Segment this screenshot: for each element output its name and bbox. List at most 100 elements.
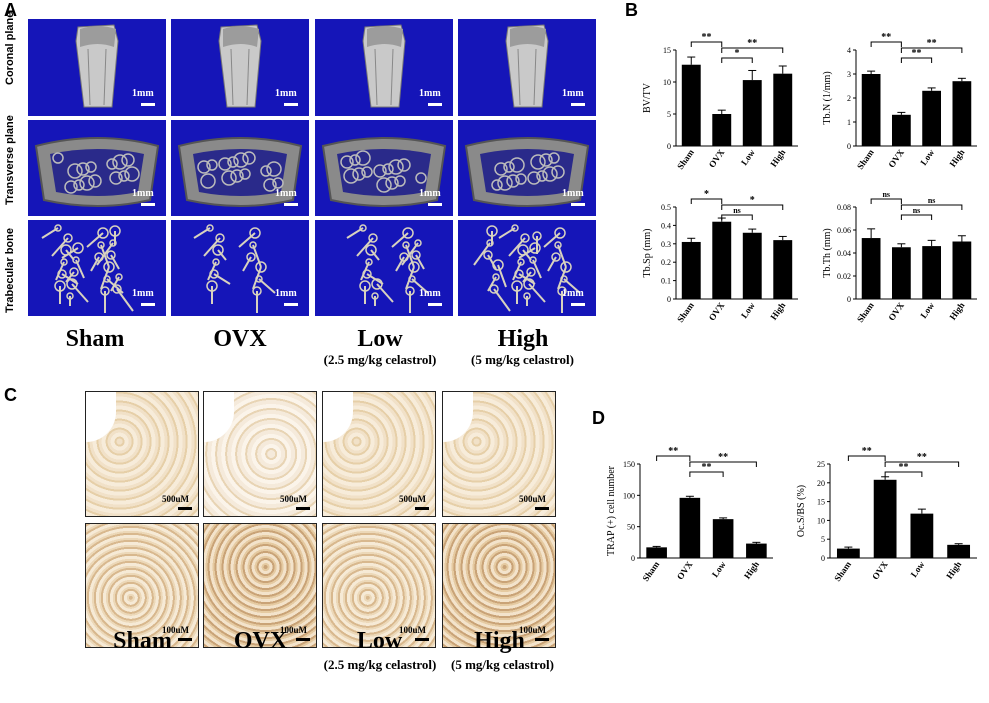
scale-bar <box>296 507 310 510</box>
x-tick-label: OVX <box>707 300 727 323</box>
scale-bar-label: 500uM <box>162 494 189 504</box>
y-tick-label: 0.4 <box>661 221 671 230</box>
significance-label: ** <box>718 452 728 463</box>
scale-bar <box>535 507 549 510</box>
y-tick-label: 10 <box>817 516 825 525</box>
micro-ct-image: 1mm <box>458 19 596 116</box>
group-label-ovx-a: OVX <box>213 326 267 352</box>
group-sub-high-c: (5 mg/kg celastrol) <box>450 657 555 672</box>
y-tick-label: 15 <box>663 46 671 55</box>
bar <box>773 240 793 299</box>
bar <box>891 247 911 299</box>
x-tick-label: High <box>947 147 966 168</box>
x-tick-label: Low <box>918 147 936 167</box>
scale-bar <box>141 103 155 106</box>
y-tick-label: 0.08 <box>837 203 851 212</box>
scale-bar-label: 500uM <box>519 494 546 504</box>
bar <box>773 73 793 146</box>
scale-bar <box>415 638 429 641</box>
bar <box>922 246 942 299</box>
significance-bracket <box>900 204 963 210</box>
bar <box>952 241 972 299</box>
significance-label: * <box>750 195 755 206</box>
y-tick-label: 150 <box>623 460 635 469</box>
row-label-coronal: Coronal plane <box>4 11 16 85</box>
significance-label: ns <box>928 196 936 205</box>
significance-bracket <box>900 47 963 53</box>
y-tick-label: 1 <box>847 118 851 127</box>
histology-image: 100uM <box>322 523 436 648</box>
histology-image: 100uM <box>442 523 556 648</box>
y-tick-label: 0 <box>821 554 825 563</box>
bar <box>681 64 701 146</box>
scale-bar <box>296 638 310 641</box>
group-sub-low-c: (2.5 mg/kg celastrol) <box>323 657 437 672</box>
scale-bar <box>141 303 155 306</box>
x-tick-label: High <box>768 147 787 168</box>
significance-bracket <box>656 455 691 461</box>
scale-bar <box>284 103 298 106</box>
significance-label: ** <box>899 462 909 473</box>
micro-ct-image: 1mm <box>171 220 309 316</box>
significance-bracket <box>900 57 933 63</box>
x-tick-label: High <box>768 300 787 321</box>
bar <box>910 513 934 558</box>
y-tick-label: 2 <box>847 94 851 103</box>
y-tick-label: 25 <box>817 460 825 469</box>
bar <box>712 221 732 299</box>
x-tick-label: Sham <box>675 147 696 171</box>
panel-letter-b: B <box>625 0 638 20</box>
y-tick-label: 0 <box>847 295 851 304</box>
scale-bar <box>571 103 585 106</box>
bar-chart-trap-cells: 0 50 100 150 TRAP (+) cell number Sham OVX Low H… <box>606 446 773 583</box>
group-label-high-c: High <box>474 628 525 654</box>
scale-bar-label: 1mm <box>132 88 154 99</box>
row-label-trabecular: Trabecular bone <box>4 228 16 313</box>
significance-bracket <box>721 214 753 220</box>
significance-label: * <box>704 189 709 200</box>
scale-bar-label: 500uM <box>399 494 426 504</box>
bar <box>861 74 881 146</box>
scale-bar <box>428 203 442 206</box>
y-tick-label: 0.5 <box>661 203 671 212</box>
scale-bar <box>415 507 429 510</box>
y-tick-label: 0.06 <box>837 226 851 235</box>
y-tick-label: 0 <box>667 295 671 304</box>
significance-bracket <box>900 214 933 220</box>
significance-bracket <box>870 198 902 204</box>
x-tick-label: Sham <box>855 300 876 324</box>
x-tick-label: Low <box>739 300 757 320</box>
micro-ct-image: 1mm <box>28 19 166 116</box>
bar <box>646 547 667 558</box>
scale-bar-label: 1mm <box>562 88 584 99</box>
y-tick-label: 0 <box>847 142 851 151</box>
x-tick-label: Low <box>710 559 728 579</box>
bar-chart-tb-n: 0 1 2 3 4 Tb.N (1/mm) Sham OVX Low High ** ** ** <box>822 32 977 171</box>
y-tick-label: 0 <box>631 554 635 563</box>
significance-bracket <box>847 455 886 461</box>
bar-chart-oc-s-bs: 0 5 10 15 20 25 Oc.S/BS (%) Sham OVX Low High ** ** *… <box>796 446 977 583</box>
group-label-sham-a: Sham <box>65 326 125 352</box>
scale-bar-label: 500uM <box>280 494 307 504</box>
histology-image: 100uM <box>203 523 317 648</box>
x-tick-label: Sham <box>675 300 696 324</box>
y-tick-label: 50 <box>627 523 635 532</box>
significance-bracket <box>721 47 784 53</box>
significance-bracket <box>690 41 723 47</box>
scale-bar <box>571 203 585 206</box>
group-label-low-a: Low <box>357 326 403 352</box>
micro-ct-image: 1mm <box>28 220 166 316</box>
x-tick-label: Low <box>918 300 936 320</box>
significance-label: ns <box>882 190 890 199</box>
y-tick-label: 15 <box>817 498 825 507</box>
micro-ct-image: 1mm <box>315 120 453 216</box>
row-label-transverse: Transverse plane <box>4 115 16 205</box>
micro-ct-image: 1mm <box>315 19 453 116</box>
scale-bar <box>178 638 192 641</box>
group-sub-low-a: (2.5 mg/kg celastrol) <box>323 352 437 367</box>
y-tick-label: 0 <box>667 142 671 151</box>
significance-label: ** <box>668 446 678 457</box>
x-tick-label: OVX <box>707 147 727 170</box>
histology-image: 500uM <box>203 391 317 517</box>
y-tick-label: 100 <box>623 491 635 500</box>
